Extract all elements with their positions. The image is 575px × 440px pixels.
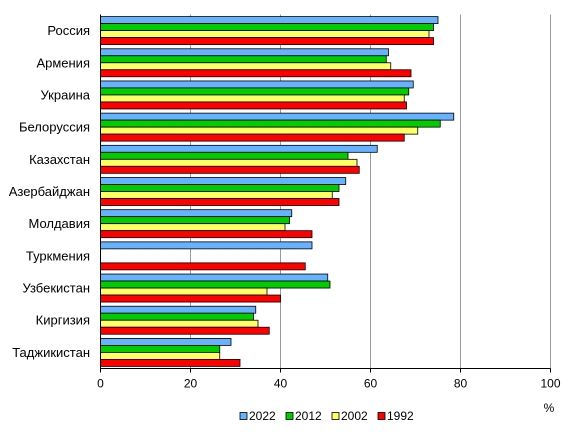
bar-2002 xyxy=(100,352,221,360)
bar-2022 xyxy=(100,305,257,314)
bar-2012 xyxy=(100,87,410,96)
bar-2022 xyxy=(100,16,439,24)
tick-label: 80 xyxy=(454,377,468,391)
axes xyxy=(100,14,551,369)
bar-2002 xyxy=(100,126,419,135)
bar-2002 xyxy=(100,223,286,232)
bar-2022 xyxy=(100,48,389,57)
bar-2022 xyxy=(100,80,414,89)
x-axis-label: % xyxy=(544,401,555,415)
legend-label: 2012 xyxy=(295,409,322,423)
bar-1992 xyxy=(100,133,405,142)
bar-2012 xyxy=(100,312,254,321)
bar-2022 xyxy=(100,144,378,153)
bar-2012 xyxy=(100,216,290,225)
bar-1992 xyxy=(100,359,241,367)
tick-label: 20 xyxy=(184,377,198,391)
category-label: Таджикистан xyxy=(12,345,90,360)
legend-label: 2002 xyxy=(341,409,368,423)
bar-1992 xyxy=(100,230,313,239)
category-label: Казахстан xyxy=(29,152,90,167)
bar-2012 xyxy=(100,119,441,128)
bar-1992 xyxy=(100,326,270,335)
bar-2012 xyxy=(100,280,331,289)
bar-2002 xyxy=(100,94,405,103)
bar-2002 xyxy=(100,319,259,328)
bar-2022 xyxy=(100,241,313,250)
category-label: Киргизия xyxy=(36,313,90,328)
bar-1992 xyxy=(100,101,407,110)
bar-2022 xyxy=(100,338,232,346)
bar-2022 xyxy=(100,209,293,218)
bar-2012 xyxy=(100,345,221,353)
bar-1992 xyxy=(100,262,306,271)
legend-swatch-1992 xyxy=(377,412,386,420)
category-label: Туркмения xyxy=(26,248,90,263)
legend-swatch-2012 xyxy=(285,412,294,420)
bar-2022 xyxy=(100,112,455,121)
tick-labels: 0 20 40 60 80 100 xyxy=(97,368,561,391)
bar-2002 xyxy=(100,158,358,167)
legend: 2022 2012 2002 1992 xyxy=(239,409,414,423)
category-label: Узбекистан xyxy=(22,281,90,296)
bar-2002 xyxy=(100,191,333,199)
bar-2022 xyxy=(100,273,329,282)
legend-swatch-2002 xyxy=(331,412,340,420)
bar-1992 xyxy=(100,198,340,206)
tick-label: 100 xyxy=(540,377,560,391)
bar-2002 xyxy=(100,62,392,71)
category-label: Азербайджан xyxy=(9,184,90,199)
category-label: Россия xyxy=(47,23,90,38)
bar-2012 xyxy=(100,184,340,192)
bar-2002 xyxy=(100,287,268,296)
bar-1992 xyxy=(100,37,434,45)
legend-label: 2022 xyxy=(249,409,276,423)
bar-1992 xyxy=(100,69,412,78)
category-label: Украина xyxy=(41,87,91,102)
bars xyxy=(100,16,455,367)
tick-label: 60 xyxy=(364,377,378,391)
category-label: Армения xyxy=(36,55,90,70)
bar-1992 xyxy=(100,294,281,303)
bar-1992 xyxy=(100,165,360,174)
bar-2012 xyxy=(100,55,387,64)
bar-2022 xyxy=(100,177,347,185)
bar-2012 xyxy=(100,151,349,160)
tick-label: 40 xyxy=(274,377,288,391)
category-labels: Россия Армения Украина Белоруссия Казахстан А… xyxy=(9,23,91,360)
bar-2012 xyxy=(100,23,434,31)
legend-swatch-2022 xyxy=(239,412,248,420)
legend-label: 1992 xyxy=(387,409,414,423)
category-label: Молдавия xyxy=(28,216,90,231)
bar-2002 xyxy=(100,30,430,38)
category-label: Белоруссия xyxy=(19,120,90,135)
tick-label: 0 xyxy=(97,377,104,391)
